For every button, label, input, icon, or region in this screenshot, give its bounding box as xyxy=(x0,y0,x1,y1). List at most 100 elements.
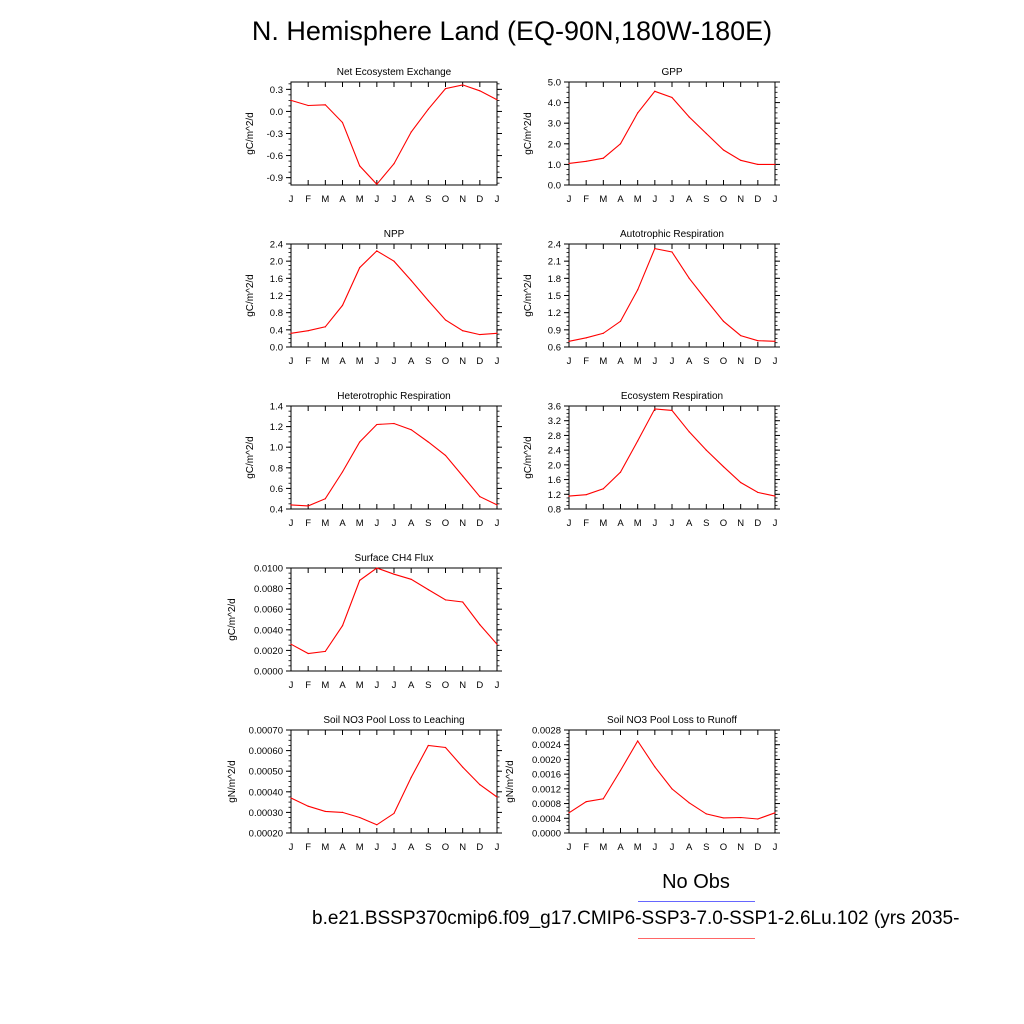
data-point xyxy=(740,481,742,484)
panel-title: Soil NO3 Pool Loss to Leaching xyxy=(323,715,464,726)
data-point xyxy=(602,332,604,334)
x-tick-label: F xyxy=(583,518,589,529)
y-tick-label: 0.8 xyxy=(270,308,283,319)
data-point xyxy=(427,108,429,110)
x-tick-label: A xyxy=(617,518,624,529)
data-point xyxy=(359,267,361,269)
x-tick-label: D xyxy=(476,194,483,205)
data-point xyxy=(290,643,292,645)
y-tick-label: 2.0 xyxy=(270,257,283,268)
chart-panel-8: J F M A M J J A S O N D J0.000700.000600.000500.0004… xyxy=(227,715,502,853)
data-point xyxy=(324,810,326,812)
data-point xyxy=(619,769,622,772)
data-point xyxy=(462,475,464,477)
x-tick-label: A xyxy=(408,518,415,529)
data-point xyxy=(324,104,326,106)
data-point xyxy=(444,319,447,321)
data-point xyxy=(324,326,326,328)
data-point xyxy=(688,116,690,118)
data-point xyxy=(307,652,309,655)
data-point xyxy=(774,812,776,814)
data-point xyxy=(774,495,776,497)
panel-title: Ecosystem Respiration xyxy=(621,391,723,402)
data-point xyxy=(757,818,759,820)
y-tick-label: 0.0024 xyxy=(532,740,561,751)
data-point xyxy=(324,498,326,500)
series-line xyxy=(290,250,498,336)
x-tick-label: J xyxy=(374,356,379,367)
data-point xyxy=(705,132,707,135)
x-tick-label: A xyxy=(686,356,693,367)
y-tick-label: 3.6 xyxy=(548,402,561,413)
y-tick-label: 2.1 xyxy=(548,257,561,268)
y-tick-label: 2.4 xyxy=(270,240,283,251)
x-tick-label: J xyxy=(773,194,778,205)
data-point xyxy=(654,408,656,410)
plot-frame xyxy=(290,81,498,186)
x-tick-label: A xyxy=(408,680,415,691)
x-tick-label: J xyxy=(495,194,500,205)
data-point xyxy=(324,650,326,653)
data-point xyxy=(774,340,776,342)
data-point xyxy=(757,340,759,342)
x-tick-label: A xyxy=(408,842,415,853)
x-tick-label: A xyxy=(617,194,624,205)
data-point xyxy=(619,143,622,145)
x-tick-label: S xyxy=(703,194,709,205)
chart-panel-3: J F M A M J J A S O N D J2.42.01.61.20.80.40.0NPPgC/… xyxy=(245,229,502,367)
x-tick-label: J xyxy=(773,518,778,529)
y-tick-label: 0.00030 xyxy=(249,808,283,819)
y-tick-label: 0.0000 xyxy=(532,829,561,840)
x-tick-label: M xyxy=(599,518,607,529)
data-point xyxy=(427,441,429,443)
y-tick-label: 0.0020 xyxy=(254,646,283,657)
x-tick-label: F xyxy=(583,842,589,853)
x-tick-label: D xyxy=(476,842,483,853)
data-point xyxy=(290,99,292,101)
panel-title: Soil NO3 Pool Loss to Runoff xyxy=(607,715,737,726)
x-tick-label: F xyxy=(305,680,311,691)
data-point xyxy=(705,449,707,451)
y-tick-label: 0.0060 xyxy=(254,605,283,616)
data-point xyxy=(444,88,447,90)
y-tick-label: 0.3 xyxy=(270,85,283,96)
data-point xyxy=(341,625,344,627)
legend-obs-line xyxy=(638,901,755,902)
x-tick-label: M xyxy=(321,680,329,691)
data-point xyxy=(722,466,725,468)
data-point xyxy=(444,746,447,749)
data-point xyxy=(359,579,361,581)
data-point xyxy=(688,802,690,804)
x-tick-label: M xyxy=(321,194,329,205)
y-axis-label: gC/m^2/d xyxy=(245,274,256,317)
y-tick-label: 1.2 xyxy=(548,490,561,501)
x-tick-label: O xyxy=(442,680,449,691)
data-point xyxy=(290,797,292,799)
x-tick-label: J xyxy=(392,680,397,691)
x-tick-label: O xyxy=(442,194,449,205)
x-tick-label: M xyxy=(321,356,329,367)
data-point xyxy=(568,162,570,164)
data-point xyxy=(479,90,481,92)
x-tick-label: M xyxy=(634,518,642,529)
data-point xyxy=(496,796,498,798)
x-tick-label: M xyxy=(356,842,364,853)
data-point xyxy=(462,601,464,603)
data-point xyxy=(688,431,690,433)
data-point xyxy=(740,816,742,819)
data-point xyxy=(410,776,412,778)
y-tick-label: -0.6 xyxy=(267,151,283,162)
x-tick-label: J xyxy=(670,194,675,205)
data-point xyxy=(410,279,412,282)
x-tick-label: N xyxy=(459,842,466,853)
data-point xyxy=(307,330,309,332)
data-point xyxy=(688,277,690,279)
data-point xyxy=(427,300,429,302)
y-tick-label: 0.0040 xyxy=(254,625,283,636)
y-axis-label: gC/m^2/d xyxy=(227,598,238,641)
data-point xyxy=(585,494,587,496)
data-point xyxy=(359,441,361,443)
data-point xyxy=(307,805,309,807)
panel-title: Heterotrophic Respiration xyxy=(337,391,450,402)
data-point xyxy=(290,504,292,506)
